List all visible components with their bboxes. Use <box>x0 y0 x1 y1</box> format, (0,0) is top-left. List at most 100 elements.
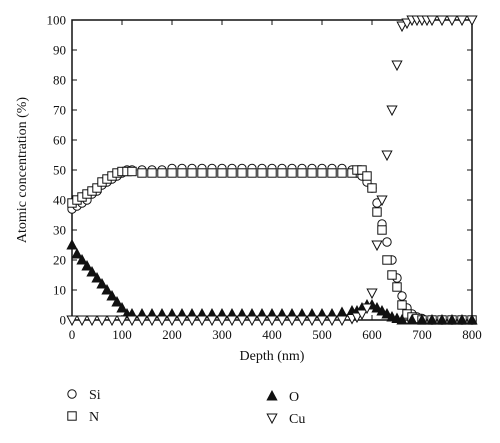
data-point-n <box>92 183 102 193</box>
y-tick-label: 90 <box>53 43 66 58</box>
y-tick-label: 50 <box>53 163 66 178</box>
series-si <box>67 163 477 325</box>
data-point-o <box>116 301 128 313</box>
data-point-cu <box>256 315 268 327</box>
data-point-cu <box>436 15 448 27</box>
data-point-n <box>197 168 207 178</box>
data-point-n <box>307 168 317 178</box>
x-tick-label: 200 <box>162 327 182 342</box>
y-tick-label: 40 <box>53 193 66 208</box>
data-point-o <box>101 283 113 295</box>
data-point-n <box>387 270 397 280</box>
data-point-n <box>297 168 307 178</box>
data-point-cu <box>216 315 228 327</box>
legend-label-si: Si <box>89 388 101 403</box>
data-point-cu <box>266 315 278 327</box>
y-tick-label: 70 <box>53 103 66 118</box>
data-point-o <box>396 313 408 325</box>
data-point-o <box>336 306 348 317</box>
data-point-o <box>381 307 393 319</box>
data-point-n <box>217 168 227 178</box>
data-point-cu <box>426 15 438 27</box>
data-point-o <box>406 313 418 325</box>
data-point-cu <box>66 315 78 327</box>
data-point-n <box>167 168 177 178</box>
data-point-o <box>111 295 123 307</box>
x-tick-label: 100 <box>112 327 132 342</box>
data-point-n <box>287 168 297 178</box>
data-point-cu <box>186 315 198 327</box>
data-point-o <box>446 313 458 325</box>
data-point-o <box>86 265 98 277</box>
data-point-cu <box>371 240 383 252</box>
data-point-cu <box>336 315 348 327</box>
x-tick-label: 400 <box>262 327 282 342</box>
data-point-n <box>392 282 402 292</box>
data-point-si <box>397 291 407 301</box>
data-point-n <box>317 168 327 178</box>
x-tick-label: 800 <box>462 327 482 342</box>
data-point-cu <box>396 21 408 33</box>
x-tick-label: 0 <box>69 327 76 342</box>
data-point-n <box>147 168 157 178</box>
data-point-cu <box>246 315 258 327</box>
data-point-cu <box>366 288 378 300</box>
legend-label-o: O <box>289 390 299 405</box>
data-series <box>66 15 478 327</box>
y-tick-label: 10 <box>53 283 66 298</box>
data-point-o <box>96 277 108 289</box>
x-tick-label: 700 <box>412 327 432 342</box>
data-point-o <box>106 289 118 301</box>
series-n <box>67 165 477 325</box>
data-point-o <box>426 313 438 325</box>
data-point-n <box>157 168 167 178</box>
data-point-n <box>207 168 217 178</box>
data-point-cu <box>156 315 168 327</box>
data-point-cu <box>136 315 148 327</box>
data-point-cu <box>166 315 178 327</box>
data-point-o <box>436 313 448 325</box>
data-point-cu <box>456 15 468 27</box>
y-tick-label: 0 <box>60 313 67 328</box>
data-point-n <box>367 183 377 193</box>
data-point-cu <box>351 312 363 324</box>
data-point-n <box>247 168 257 178</box>
data-point-o <box>76 253 88 265</box>
legend: Si N O Cu <box>67 388 305 427</box>
data-point-cu <box>286 315 298 327</box>
data-point-cu <box>86 315 98 327</box>
y-tick-label: 100 <box>47 13 67 28</box>
data-point-n <box>372 207 382 217</box>
data-point-cu <box>276 315 288 327</box>
legend-marker-n <box>67 411 77 421</box>
data-point-o <box>466 313 478 325</box>
data-point-n <box>277 168 287 178</box>
data-point-cu <box>401 18 413 30</box>
data-point-cu <box>146 315 158 327</box>
data-point-n <box>357 165 367 175</box>
data-point-n <box>177 168 187 178</box>
data-point-si <box>382 237 392 247</box>
legend-marker-si <box>67 389 77 399</box>
data-point-cu <box>391 60 403 72</box>
legend-item-si: Si <box>67 388 101 403</box>
y-axis-label: Atomic concentration (%) <box>15 97 30 244</box>
data-point-o <box>371 301 383 313</box>
legend-marker-cu <box>266 413 278 425</box>
data-point-o <box>66 238 78 250</box>
data-point-cu <box>376 195 388 207</box>
data-point-n <box>257 168 267 178</box>
data-point-n <box>377 225 387 235</box>
x-tick-label: 600 <box>362 327 382 342</box>
data-point-n <box>362 171 372 181</box>
data-point-n <box>397 300 407 310</box>
data-point-cu <box>196 315 208 327</box>
data-point-cu <box>236 315 248 327</box>
y-tick-label: 60 <box>53 133 66 148</box>
data-point-cu <box>76 315 88 327</box>
legend-marker-o <box>266 389 278 401</box>
legend-item-n: N <box>67 410 99 425</box>
data-point-cu <box>296 315 308 327</box>
data-point-o <box>81 259 93 271</box>
data-point-cu <box>356 309 368 321</box>
